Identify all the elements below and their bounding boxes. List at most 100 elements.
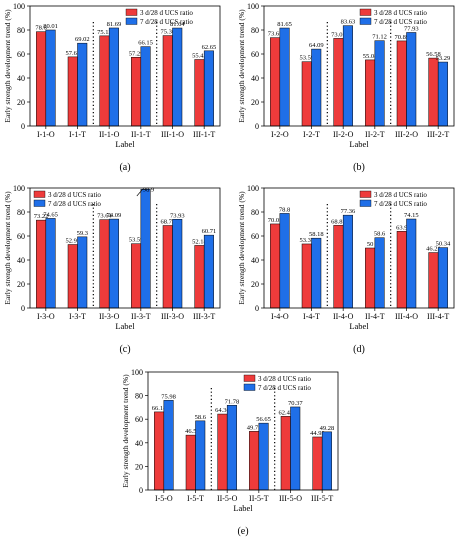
data-label: 81.64 — [170, 21, 185, 28]
x-tick-label: I-1-O — [37, 130, 55, 139]
bar-3d-II-1-O — [99, 35, 110, 127]
legend-swatch-3d — [33, 190, 46, 198]
plot-frame — [147, 371, 339, 491]
x-tick-label: III-5-T — [311, 494, 333, 503]
data-label: 74.15 — [404, 212, 419, 219]
data-label: 73.22 — [34, 213, 49, 220]
data-label: 49.28 — [320, 425, 335, 432]
y-axis-title: Early strength development trend (%) — [3, 9, 12, 123]
bar-7d-I-2-T — [311, 48, 322, 127]
bar-7d-II-4-O — [342, 214, 353, 309]
panel-label: (a) — [119, 162, 130, 173]
data-label: 66.15 — [138, 40, 153, 47]
bar-7d-II-2-T — [374, 40, 385, 127]
y-tick-label: 60 — [251, 50, 259, 59]
data-label: 60.71 — [202, 228, 217, 235]
x-axis-title: Label — [349, 321, 369, 331]
data-label: 75.12 — [97, 29, 112, 36]
y-tick-label: 0 — [21, 122, 25, 131]
legend-swatch-7d — [243, 383, 256, 391]
bar-3d-II-2-O — [333, 38, 344, 127]
bar-3d-I-5-O — [154, 411, 165, 491]
data-label: 68.87 — [331, 218, 346, 225]
data-label: 44.93 — [310, 430, 325, 437]
bar-3d-III-5-T — [312, 436, 323, 491]
y-tick-label: 20 — [251, 280, 259, 289]
bar-3d-I-4-T — [301, 243, 312, 309]
y-tick-label: 20 — [251, 98, 259, 107]
data-label: 58.18 — [309, 231, 324, 238]
x-tick-label: II-1-O — [99, 130, 120, 139]
y-axis-title: Early strength development trend (%) — [121, 374, 130, 488]
legend-label: 7 d/28 d UCS ratio — [374, 18, 427, 26]
x-tick-label: III-3-T — [193, 312, 215, 321]
data-label: 52.14 — [192, 238, 207, 245]
x-tick-label: III-1-O — [161, 130, 184, 139]
x-tick-label: I-4-T — [303, 312, 320, 321]
bar-7d-II-4-T — [374, 237, 385, 309]
plot-frame — [263, 5, 455, 127]
bar-3d-III-3-T — [194, 245, 205, 309]
y-tick-label: 100 — [131, 368, 143, 377]
data-label: 74.09 — [107, 212, 122, 219]
bar-7d-II-5-O — [226, 405, 237, 491]
x-tick-label: III-4-T — [427, 312, 449, 321]
bar-7d-III-2-T — [437, 61, 448, 127]
data-label: 73.65 — [268, 31, 283, 38]
bar-7d-I-1-O — [45, 29, 56, 127]
data-label: 58.6 — [374, 231, 386, 238]
legend-swatch-7d — [359, 17, 372, 25]
data-label: 53.59 — [299, 55, 314, 62]
data-label: 53.37 — [299, 237, 314, 244]
bar-3d-III-4-O — [396, 231, 407, 309]
data-label: 73.01 — [331, 31, 346, 38]
x-tick-label: I-5-O — [155, 494, 173, 503]
data-label: 50 — [367, 241, 374, 248]
data-label: 63.9 — [396, 224, 407, 231]
panel-label: (c) — [119, 344, 130, 355]
bar-7d-I-3-T — [77, 236, 88, 309]
plot-frame — [29, 187, 221, 309]
y-tick-label: 40 — [17, 74, 25, 83]
x-tick-label: II-4-T — [365, 312, 385, 321]
panel-label: (b) — [353, 162, 365, 173]
y-tick-label: 40 — [17, 256, 25, 265]
data-label: 58.6 — [195, 414, 207, 421]
chart-panel-c: 73.22 52.91 73.64 53.59 68.75 52.14 74.65 59.3 7… — [3, 184, 221, 355]
x-tick-label: II-2-O — [333, 130, 354, 139]
data-label: 77.36 — [341, 208, 356, 215]
y-tick-label: 100 — [247, 2, 259, 11]
y-tick-label: 80 — [251, 26, 259, 35]
plot-frame — [263, 187, 455, 309]
bar-7d-II-3-O — [108, 218, 119, 309]
y-tick-label: 20 — [17, 98, 25, 107]
bar-3d-I-2-T — [301, 61, 312, 127]
data-label: 69.02 — [75, 36, 90, 43]
chart-panel-d: 70.05 53.37 68.87 50 63.9 46.21 78.8 58.18 77.36… — [237, 184, 455, 355]
legend-label: 3 d/28 d UCS ratio — [140, 9, 193, 17]
data-label: 78.8 — [279, 206, 290, 213]
bar-3d-I-3-T — [67, 244, 78, 309]
y-tick-label: 100 — [13, 2, 25, 11]
y-tick-label: 60 — [17, 232, 25, 241]
bar-7d-III-4-O — [406, 218, 417, 309]
data-label: 73.64 — [97, 213, 112, 220]
bar-3d-III-2-T — [428, 57, 439, 127]
y-tick-label: 80 — [251, 208, 259, 217]
y-tick-label: 0 — [21, 304, 25, 313]
legend-label: 3 d/28 d UCS ratio — [374, 9, 427, 17]
chart-panel-e: 66.18 46.5 64.36 49.71 62.43 44.93 75.98 58.6 71… — [121, 368, 339, 537]
bar-7d-II-3-T — [140, 189, 151, 309]
bar-7d-II-2-O — [342, 25, 353, 127]
x-axis-title: Label — [233, 503, 253, 513]
y-tick-label: 60 — [251, 232, 259, 241]
label-leader-line — [136, 188, 144, 197]
y-tick-label: 20 — [135, 462, 143, 471]
data-label: 78.6 — [35, 25, 47, 32]
y-axis-title: Early strength development trend (%) — [3, 191, 12, 305]
data-label: 83.63 — [341, 19, 356, 26]
bar-7d-II-1-T — [140, 46, 151, 127]
